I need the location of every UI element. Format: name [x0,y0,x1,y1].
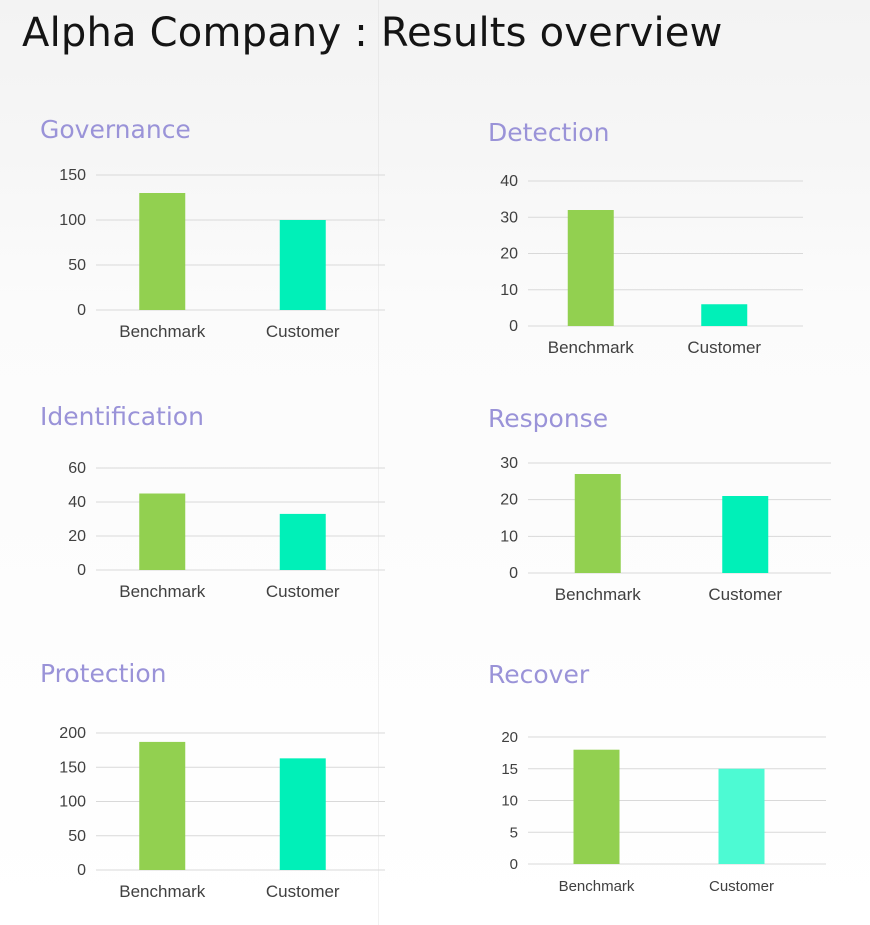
bar-customer [279,220,326,310]
y-tick-label: 100 [59,212,86,229]
y-tick-label: 50 [68,828,86,845]
x-tick-label: Customer [709,878,774,895]
y-tick-label: 10 [500,528,518,545]
y-tick-label: 50 [68,257,86,274]
y-tick-label: 100 [59,794,86,811]
x-tick-label: Customer [687,338,761,357]
chart-title: Identification [40,402,204,431]
bar-customer [718,768,765,864]
y-tick-label: 20 [68,528,86,545]
x-tick-label: Customer [708,585,782,604]
bar-customer [701,304,748,326]
y-tick-label: 0 [77,862,86,879]
x-tick-label: Customer [266,582,340,601]
bar-benchmark [139,741,186,870]
y-tick-label: 0 [77,562,86,579]
bar-benchmark [139,193,186,310]
x-tick-label: Benchmark [119,582,205,601]
chart-title: Recover [488,660,590,689]
y-tick-label: 150 [59,167,86,184]
y-tick-label: 0 [509,318,518,335]
x-tick-label: Benchmark [559,878,635,895]
y-tick-label: 0 [510,856,518,873]
y-tick-label: 40 [500,173,518,190]
y-tick-label: 10 [501,793,518,810]
y-tick-label: 0 [77,302,86,319]
bar-benchmark [574,474,621,573]
y-tick-label: 30 [500,209,518,226]
y-tick-label: 60 [68,460,86,477]
bar-customer [722,496,769,573]
chart-svg: 0 20 40 60 Benchmark Customer [68,460,385,601]
page-title: Alpha Company : Results overview [22,10,723,56]
y-tick-label: 15 [501,761,518,778]
divider [378,0,379,925]
chart-title: Protection [40,659,167,688]
y-tick-label: 150 [59,759,86,776]
x-tick-label: Customer [266,322,340,341]
y-tick-label: 5 [510,824,518,841]
y-tick-label: 20 [501,729,518,746]
chart-title: Response [488,404,609,433]
chart-svg: 0 50 100 150 200 Benchmark Customer [59,725,385,901]
y-tick-label: 20 [500,246,518,263]
x-tick-label: Benchmark [119,322,205,341]
chart-title: Governance [40,115,191,144]
x-tick-label: Benchmark [555,585,641,604]
bar-benchmark [573,749,620,864]
y-tick-label: 40 [68,494,86,511]
chart-svg: 0 5 10 15 20 Benchmark Customer [501,729,826,895]
chart-svg: 0 10 20 30 Benchmark Customer [500,455,831,604]
chart-svg: 0 10 20 30 40 Benchmark Customer [500,173,803,357]
x-tick-label: Customer [266,882,340,901]
y-tick-label: 200 [59,725,86,742]
x-tick-label: Benchmark [548,338,634,357]
chart-svg: 0 50 100 150 Benchmark Customer [59,167,385,341]
x-tick-label: Benchmark [119,882,205,901]
bar-customer [279,758,326,870]
y-tick-label: 30 [500,455,518,472]
bar-customer [279,513,326,570]
bar-benchmark [567,210,614,326]
y-tick-label: 0 [509,565,518,582]
chart-title: Detection [488,118,610,147]
y-tick-label: 20 [500,492,518,509]
bar-benchmark [139,493,186,570]
y-tick-label: 10 [500,282,518,299]
